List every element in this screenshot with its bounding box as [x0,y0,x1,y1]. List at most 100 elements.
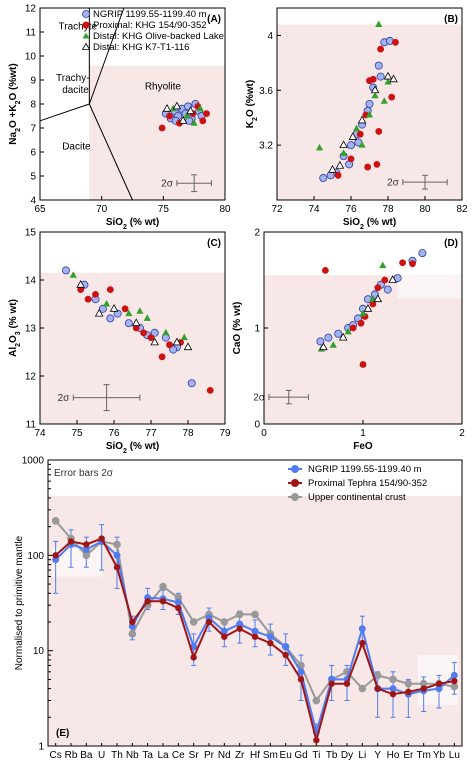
x-axis-label: FeO [353,441,373,452]
panel-label: (E) [56,728,69,739]
field-rhyolite: Rhyolite [145,82,182,93]
proximal-point [405,688,412,696]
y-axis-label: CaO (% wt) [232,302,243,355]
x-tick-label: Ba [80,750,93,761]
legend-distal2-label: Distal: KHG K7-T1-116 [93,42,189,53]
ngrip-point [346,141,355,150]
x-tick-label: 72 [271,204,283,215]
x-tick-label: Er [403,750,414,761]
ngrip-point [374,61,383,70]
distal-green-point [359,309,367,317]
x-tick-label: Tb [326,750,338,761]
x-tick-label: 78 [182,428,194,439]
legend-proximal-marker [82,21,90,29]
proximal-point [166,112,173,120]
proximal-point [206,387,214,394]
ngrip-point [450,671,458,679]
error-bars-note: Error bars 2σ [54,468,114,479]
x-tick-label: 70 [96,204,108,215]
y-tick-label: 2 [254,228,260,239]
x-tick-label: Sr [189,750,200,761]
y-tick-label: 3.2 [259,141,273,152]
proximal-point [175,604,182,612]
ngrip-point [174,599,182,607]
proximal-point [374,284,382,292]
field-trachydacite-line1: Trachy- [56,73,90,84]
legend-e-proximal-marker [291,479,299,487]
distal-green-point [380,97,388,104]
proximal-point [377,45,384,53]
shaded-region [40,272,225,424]
x-tick-label: 74 [308,204,320,215]
x-tick-label: Pr [204,750,215,761]
y-axis-label-part: 2 [15,128,22,132]
y-axis-label-part: CaO (% wt) [232,302,243,355]
distal-green-point [315,143,324,151]
field-trachyte: Trachyte [59,22,98,33]
x-tick-label: 79 [219,428,231,439]
distal-open-point [348,132,358,140]
proximal-point [106,286,114,293]
x-tick-label: 78 [382,204,394,215]
legend-proximal-label: Proximal: KHG 154/90-352 [93,20,207,31]
upper-crust-point [174,593,183,602]
y-tick-label: 7 [30,124,36,135]
y-tick-label: 6 [30,148,36,159]
ngrip-point [358,625,366,633]
proximal-point [373,160,381,168]
distal-open-point [370,85,380,94]
distal-open-point [183,342,193,351]
y-axis-label-part: O (%wt) [8,63,19,100]
distal-open-point [178,115,188,124]
proximal-point [321,267,329,274]
x-axis-label-part: SiO [343,217,360,228]
upper-crust-point [128,630,137,638]
ngrip-point [282,643,290,651]
ngrip-point [365,100,374,109]
legend-e-proximal-label: Proximal Tephra 154/90-352 [308,478,427,489]
y-tick-label: 15 [25,228,37,239]
y-tick-label: 13 [25,324,37,335]
distal-green-point [358,141,366,148]
upper-crust-point [251,610,259,619]
proximal-point [190,654,197,661]
distal-green-point [384,78,392,85]
x-axis-label-part: 2 [123,448,127,455]
ngrip-point [124,319,133,328]
ngrip-point [319,174,328,183]
ngrip-point [113,551,121,559]
distal-open-point [388,275,397,283]
distal-open-point [131,318,141,327]
distal-open-point [363,303,373,312]
upper-crust-point [220,618,229,626]
proximal-point [221,633,228,640]
x-axis-label-part: (% wt) [127,217,159,228]
y-axis-label-part: Na [8,132,19,145]
x-tick-label: 80 [419,204,431,215]
legend-ngrip-marker [82,10,90,18]
ngrip-point [220,627,228,635]
distal-green-point [125,309,133,317]
panel-label: (C) [207,238,221,249]
x-tick-label: Lu [449,750,460,761]
y-tick-label: 12 [25,4,37,15]
proximal-point [381,276,389,284]
shade-step [397,275,462,299]
y-axis-label-part: K [245,120,256,128]
proximal-point [435,680,443,687]
proximal-point [334,171,342,179]
legend-distal1-marker [82,32,90,39]
proximal-point [369,300,377,308]
panel-label: (A) [207,14,221,25]
x-tick-label: Nb [126,750,139,761]
proximal-point [451,677,458,685]
proximal-point [236,625,243,632]
proximal-point [366,77,373,85]
y-axis-label: Na2O +K2O (%wt) [8,63,22,144]
y-axis-label-part: 2 [15,100,22,104]
x-axis-label: SiO2 (% wt) [106,217,159,231]
distal-open-point [172,101,182,110]
distal-green-point [69,271,77,278]
